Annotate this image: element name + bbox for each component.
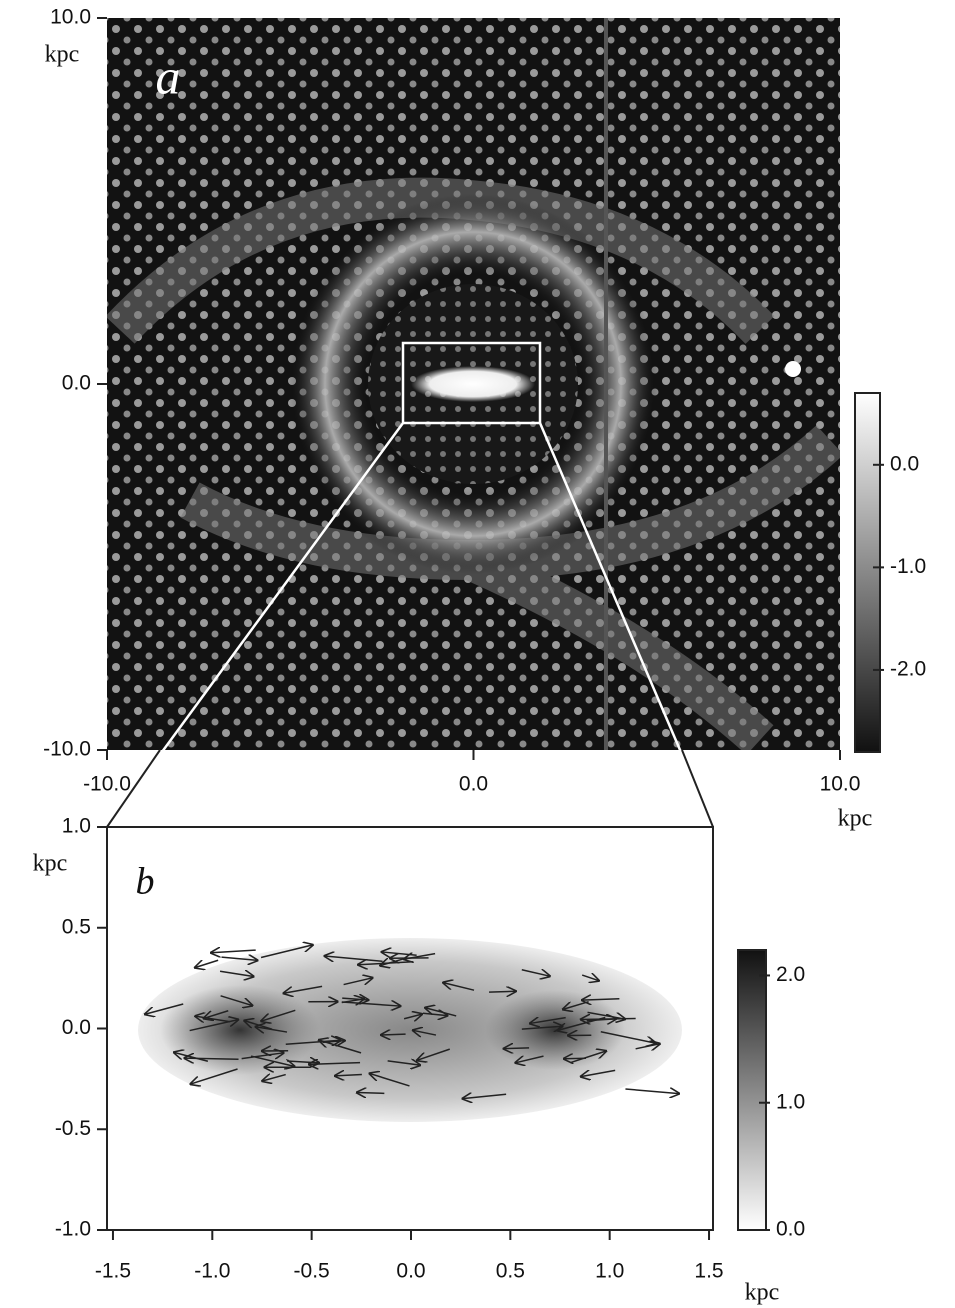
velocity-arrow: [521, 970, 550, 976]
velocity-arrow: [241, 1053, 284, 1060]
x-tick-label: 0.0: [459, 773, 488, 796]
velocity-arrow: [582, 999, 620, 1000]
colorbar-tick-label: 1.0: [776, 1090, 805, 1113]
velocity-arrow: [191, 1068, 238, 1084]
velocity-arrow: [322, 1041, 345, 1043]
y-tick-label: 0.0: [62, 1016, 91, 1039]
zoom-line: [105, 422, 405, 828]
velocity-arrow: [600, 1031, 656, 1043]
velocity-arrow: [195, 959, 219, 967]
colorbar: [854, 392, 881, 753]
velocity-arrow: [219, 971, 253, 976]
velocity-arrow: [185, 1058, 239, 1059]
colorbar: [737, 949, 767, 1231]
x-axis-label: kpc: [745, 1280, 780, 1306]
x-tick-label: -1.5: [95, 1260, 131, 1283]
white-dot: [785, 361, 801, 377]
velocity-arrow: [530, 1018, 566, 1024]
velocity-arrow: [145, 1003, 184, 1014]
velocity-arrow: [587, 1011, 626, 1019]
colorbar-tick-label: 0.0: [776, 1218, 805, 1241]
velocity-arrow: [250, 1055, 294, 1066]
velocity-arrow: [489, 991, 516, 992]
panel-a-image: [107, 18, 840, 750]
velocity-arrow: [343, 978, 373, 986]
velocity-arrow: [570, 1051, 606, 1064]
density-peak: [485, 990, 625, 1070]
zoom-line: [681, 749, 714, 828]
velocity-arrow: [581, 1069, 616, 1076]
y-tick-label: 0.5: [62, 915, 91, 938]
zoom-line: [106, 749, 161, 828]
velocity-arrow: [463, 1094, 507, 1098]
velocity-arrow: [563, 1000, 589, 1010]
velocity-arrow: [261, 1009, 296, 1021]
velocity-arrow: [204, 1010, 229, 1019]
velocity-arrow: [260, 945, 313, 959]
y-axis-label: kpc: [45, 42, 80, 68]
zoom-box: [401, 341, 542, 425]
velocity-arrow: [341, 1002, 401, 1006]
velocity-arrow: [221, 957, 257, 960]
x-axis-label: kpc: [838, 806, 873, 832]
y-tick-label: -0.5: [55, 1117, 91, 1140]
velocity-arrow: [335, 1075, 362, 1076]
x-tick-label: -10.0: [83, 773, 131, 796]
x-tick-label: 0.0: [396, 1260, 425, 1283]
velocity-arrow: [504, 1048, 530, 1049]
panel-label: b: [136, 861, 155, 903]
x-tick-label: 0.5: [496, 1260, 525, 1283]
velocity-arrow: [515, 1055, 544, 1063]
velocity-arrow: [387, 1061, 420, 1065]
velocity-arrow: [211, 950, 256, 953]
velocity-arrow: [370, 1073, 410, 1087]
x-tick-label: 10.0: [820, 773, 861, 796]
velocity-arrow: [381, 1034, 406, 1035]
velocity-arrow: [581, 975, 599, 981]
x-tick-label: 1.0: [595, 1260, 624, 1283]
velocity-arrow: [557, 1016, 606, 1030]
velocity-arrow: [284, 985, 323, 993]
velocity-arrow: [244, 1021, 273, 1030]
x-tick-label: -0.5: [294, 1260, 330, 1283]
velocity-arrow: [625, 1089, 679, 1094]
x-tick-label: -1.0: [194, 1260, 230, 1283]
velocity-arrow: [417, 1048, 451, 1060]
zoom-line: [538, 422, 715, 828]
velocity-arrow: [581, 1018, 636, 1019]
velocity-arrow: [357, 1093, 385, 1094]
velocity-arrow: [262, 1075, 286, 1081]
velocity-arrow: [635, 1044, 660, 1049]
y-tick-label: 10.0: [50, 6, 91, 29]
x-tick-label: 1.5: [694, 1260, 723, 1283]
velocity-arrow: [443, 983, 475, 991]
velocity-arrow: [220, 995, 253, 1006]
y-tick-label: 1.0: [62, 815, 91, 838]
y-tick-label: -10.0: [43, 738, 91, 761]
velocity-arrow: [413, 1030, 437, 1035]
velocity-arrow: [422, 1013, 447, 1015]
panel-label: a: [156, 48, 181, 104]
panel-b-image: [138, 938, 682, 1122]
colorbar-tick-label: -1.0: [890, 555, 926, 578]
velocity-arrow: [403, 1014, 422, 1019]
core: [411, 366, 535, 402]
colorbar-tick-label: -2.0: [890, 657, 926, 680]
velocity-arrow: [287, 1061, 319, 1063]
bar-density: [138, 938, 682, 1122]
velocity-arrow: [342, 998, 368, 1000]
y-axis-label: kpc: [33, 851, 68, 877]
velocity-arrow: [325, 956, 383, 963]
y-tick-label: -1.0: [55, 1218, 91, 1241]
velocity-arrows: [145, 945, 679, 1099]
colorbar-tick-label: 2.0: [776, 963, 805, 986]
y-tick-label: 0.0: [62, 372, 91, 395]
colorbar-tick-label: 0.0: [890, 452, 919, 475]
